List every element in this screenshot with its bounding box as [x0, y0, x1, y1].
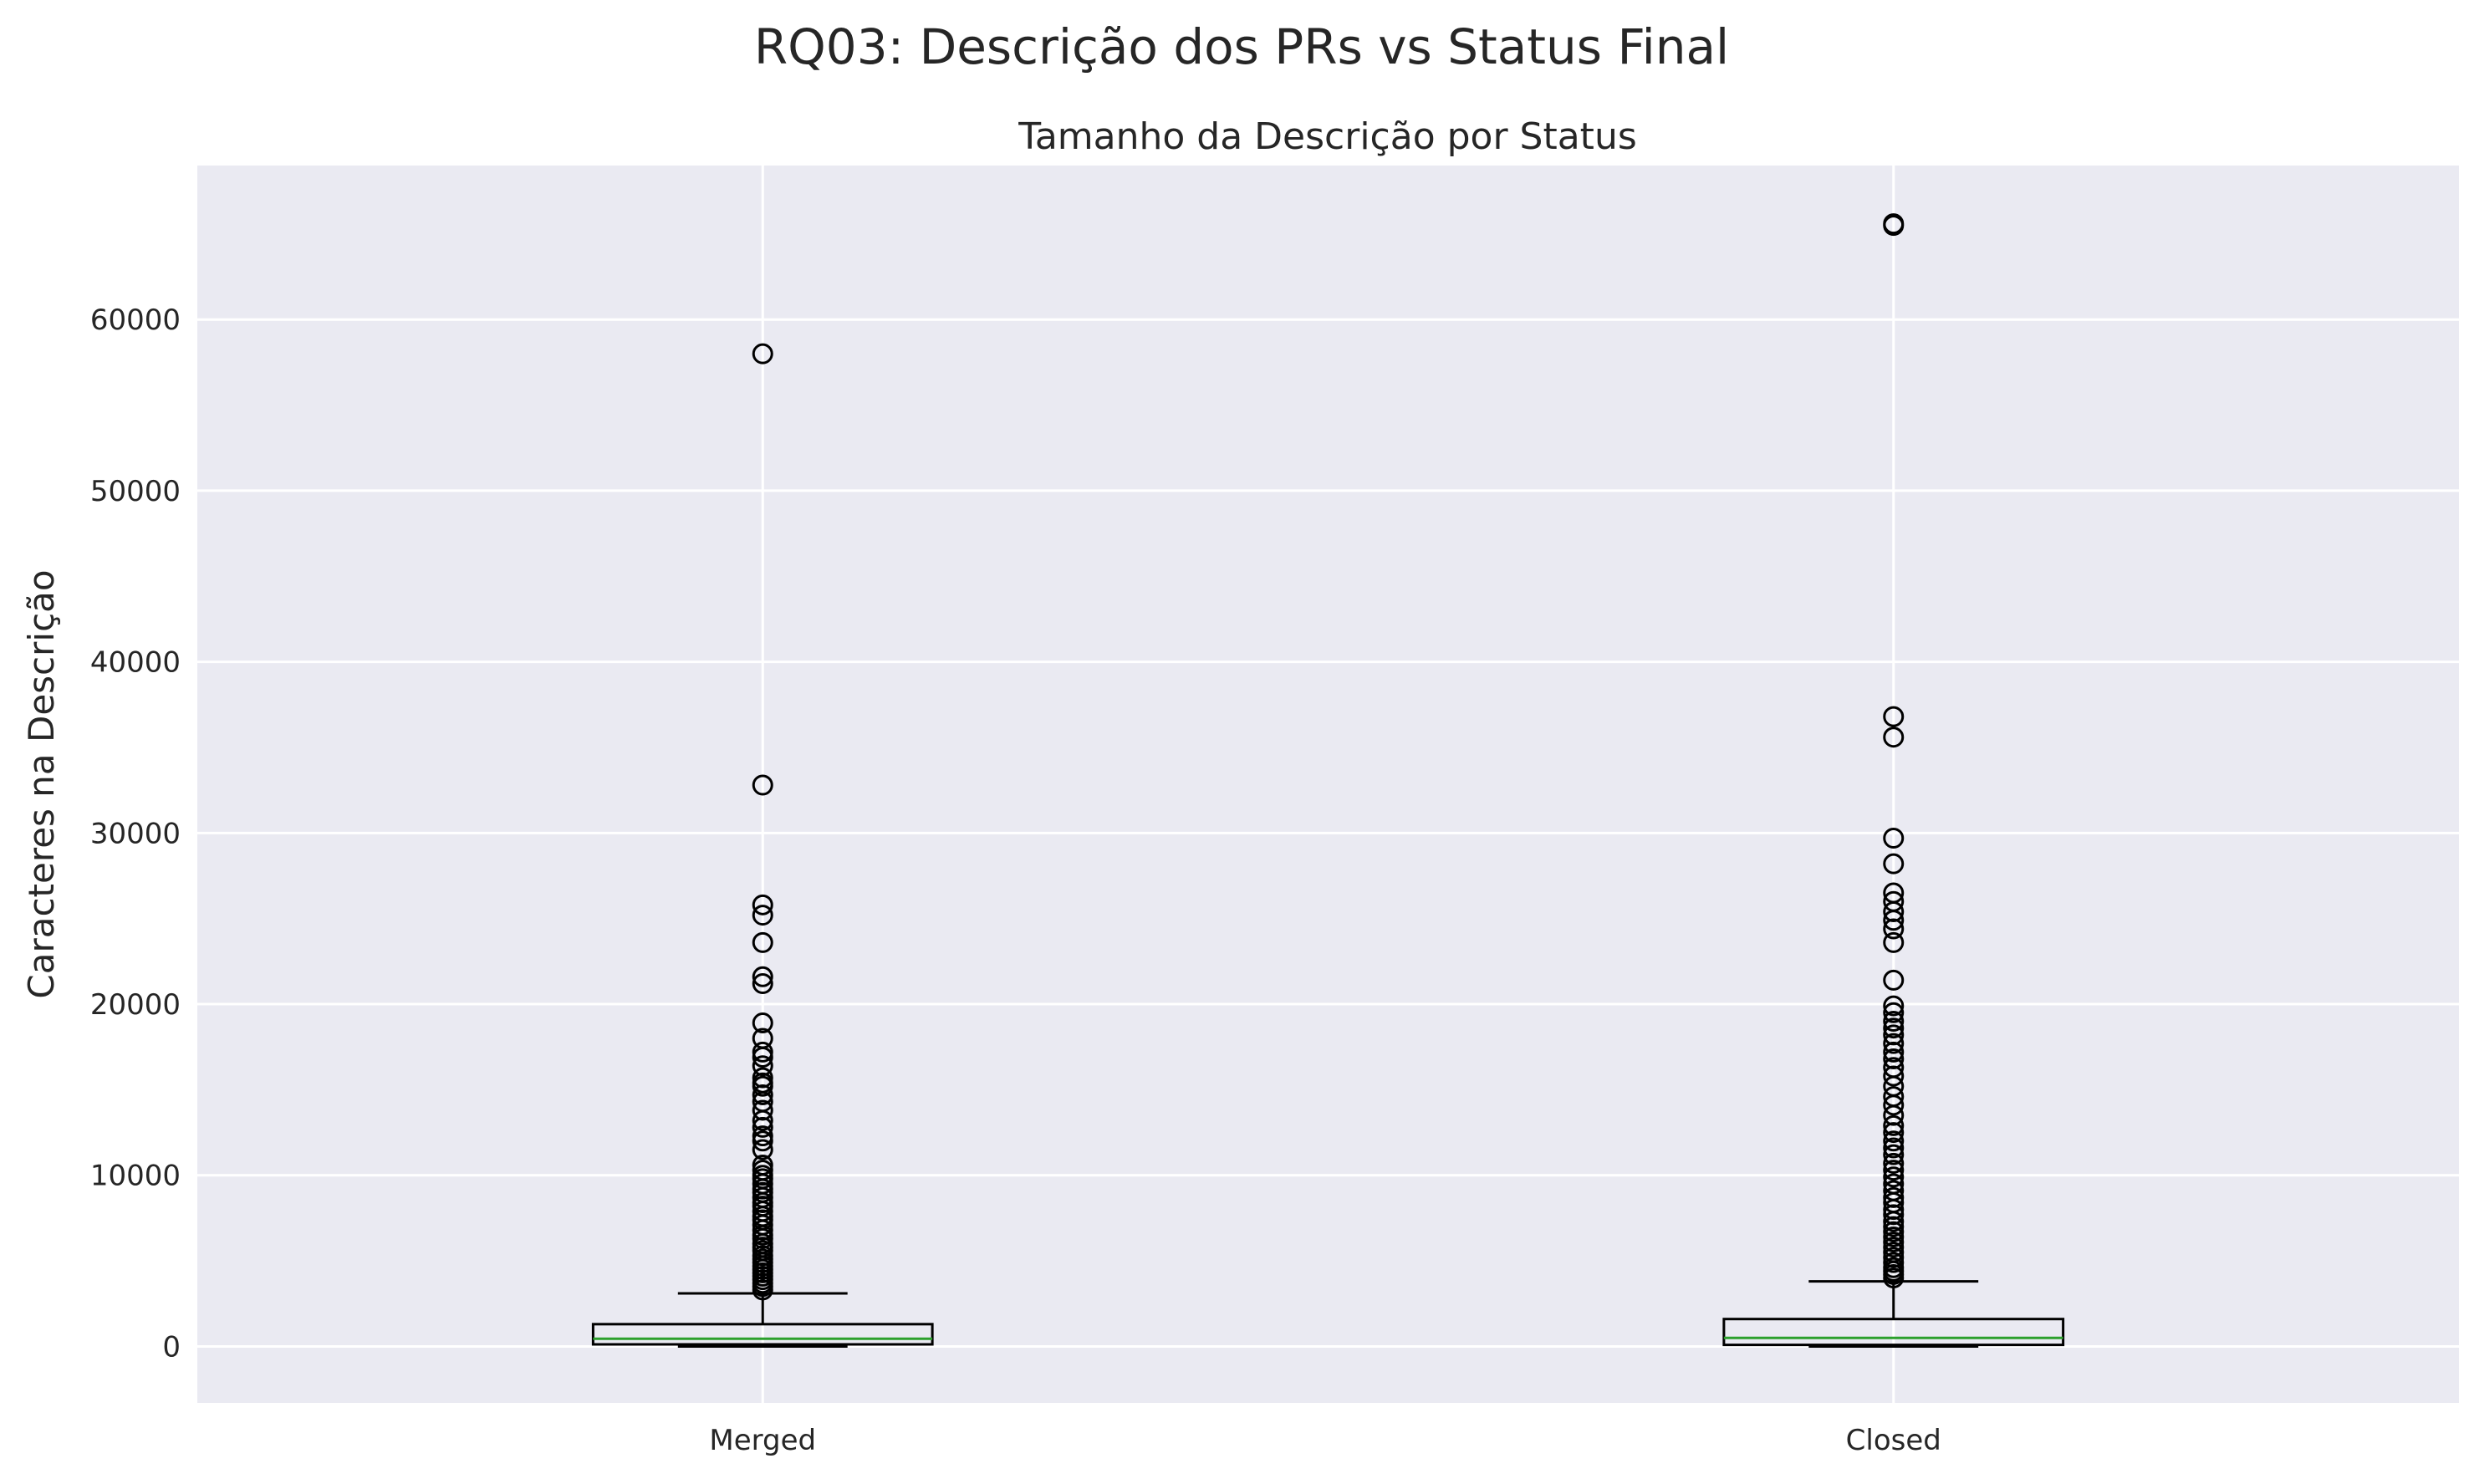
outlier-point — [752, 1227, 773, 1249]
outlier-point — [1883, 1144, 1905, 1165]
outlier-point — [752, 966, 773, 987]
y-tick-label: 50000 — [90, 475, 181, 508]
outlier-point — [1883, 1017, 1905, 1039]
outlier-point — [1883, 1152, 1905, 1174]
outlier-point — [1883, 1137, 1905, 1159]
outlier-point — [1883, 827, 1905, 849]
outlier-point — [752, 972, 773, 994]
outlier-point — [1883, 1166, 1905, 1188]
outlier-point — [1883, 1104, 1905, 1126]
outlier-point — [1883, 1065, 1905, 1087]
boxplot-closed — [1722, 213, 2065, 1348]
outlier-point — [1883, 853, 1905, 875]
y-tick-label: 10000 — [90, 1160, 181, 1193]
outlier-point — [752, 1075, 773, 1097]
y-axis-label: Caracteres na Descrição — [21, 569, 62, 998]
outlier-point — [1883, 1002, 1905, 1023]
outlier-point — [1883, 727, 1905, 748]
outlier-point — [752, 905, 773, 926]
outlier-point — [1883, 215, 1905, 237]
outlier-point — [1883, 1024, 1905, 1046]
outlier-point — [752, 774, 773, 796]
chart-suptitle: RQ03: Descrição dos PRs vs Status Final — [754, 18, 1729, 75]
outlier-point — [1883, 1130, 1905, 1152]
chart-title: Tamanho da Descrição por Status — [1018, 115, 1637, 158]
outlier-point — [752, 1067, 773, 1089]
outlier-point — [1883, 1237, 1905, 1258]
outlier-point — [1883, 1211, 1905, 1232]
outlier-point — [1883, 901, 1905, 923]
outlier-point — [1883, 1122, 1905, 1144]
outlier-point — [1883, 1160, 1905, 1181]
outlier-point — [752, 931, 773, 953]
outlier-point — [752, 1099, 773, 1121]
outlier-point — [752, 1047, 773, 1068]
outlier-point — [752, 1012, 773, 1034]
y-tick-label: 0 — [162, 1330, 181, 1364]
grid-lines — [197, 166, 2459, 1403]
y-tick-label: 20000 — [90, 988, 181, 1022]
outlier-point — [1883, 931, 1905, 953]
iqr-box — [591, 1323, 934, 1346]
outlier-point — [752, 1219, 773, 1241]
outlier-point — [1883, 1041, 1905, 1063]
outlier-point — [752, 1116, 773, 1138]
outlier-point — [1883, 1252, 1905, 1273]
outlier-point — [1883, 1114, 1905, 1136]
outlier-point — [752, 343, 773, 365]
outlier-point — [752, 1109, 773, 1131]
outlier-point — [1883, 706, 1905, 727]
x-axis-ticks: Merged Closed — [709, 1424, 1941, 1457]
outlier-point — [1883, 1221, 1905, 1242]
outlier-point — [752, 1055, 773, 1077]
outlier-point — [752, 1125, 773, 1147]
outlier-point — [1883, 969, 1905, 991]
outlier-point — [1883, 1232, 1905, 1253]
outlier-point — [752, 1130, 773, 1152]
outlier-point — [1883, 1011, 1905, 1033]
outlier-point — [1883, 1033, 1905, 1054]
outlier-point — [1883, 1186, 1905, 1208]
y-tick-label: 60000 — [90, 303, 181, 337]
outlier-point — [1883, 918, 1905, 940]
y-axis-ticks: 0 10000 20000 30000 40000 50000 60000 — [90, 303, 181, 1364]
outlier-point — [1883, 1048, 1905, 1070]
boxplots — [591, 213, 2065, 1348]
y-tick-label: 40000 — [90, 646, 181, 680]
boxplot-merged — [591, 343, 934, 1348]
x-tick-label: Closed — [1846, 1424, 1941, 1457]
outlier-point — [752, 1084, 773, 1106]
outlier-point — [1883, 910, 1905, 931]
outlier-point — [1883, 1094, 1905, 1116]
outlier-point — [752, 1041, 773, 1063]
outlier-point — [1883, 1199, 1905, 1221]
outlier-point — [1883, 1204, 1905, 1226]
outlier-point — [1883, 1247, 1905, 1268]
plot-area — [197, 166, 2459, 1403]
outlier-point — [1883, 1216, 1905, 1237]
outlier-point — [752, 894, 773, 915]
outlier-point — [1883, 1267, 1905, 1289]
outlier-point — [752, 1279, 773, 1301]
outlier-point — [1883, 1226, 1905, 1247]
y-tick-label: 30000 — [90, 817, 181, 850]
outlier-point — [752, 1139, 773, 1160]
x-tick-label: Merged — [709, 1424, 816, 1457]
iqr-box — [1722, 1318, 2065, 1347]
outlier-point — [1883, 995, 1905, 1017]
